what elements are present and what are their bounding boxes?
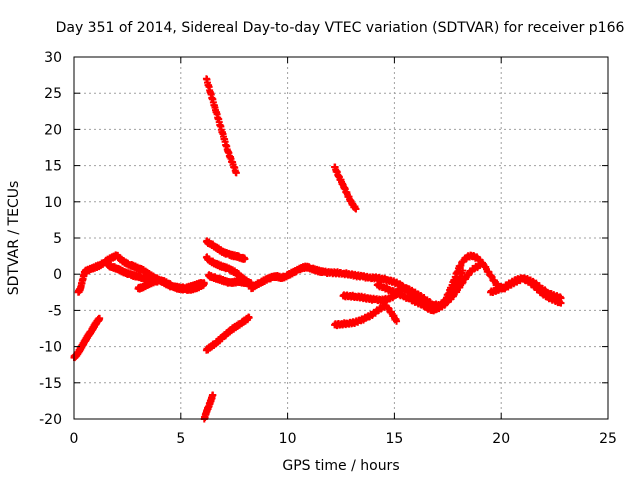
data-point xyxy=(245,314,253,322)
x-tick-label: 5 xyxy=(176,431,185,447)
data-point xyxy=(393,317,401,325)
y-axis-label: SDTVAR / TECUs xyxy=(6,181,22,296)
y-tick-label: 20 xyxy=(44,122,62,138)
data-point xyxy=(459,267,467,275)
series-arc-12 xyxy=(331,163,360,213)
y-tick-label: -10 xyxy=(39,340,62,356)
series-arc-15 xyxy=(373,261,484,314)
data-point xyxy=(96,314,104,322)
y-tick-label: 0 xyxy=(53,267,62,283)
y-tick-label: 25 xyxy=(44,86,62,102)
data-point xyxy=(476,262,484,270)
x-tick-label: 25 xyxy=(599,431,617,447)
series-arc-5 xyxy=(202,75,240,177)
data-point xyxy=(209,391,217,399)
y-tick-label: -20 xyxy=(39,412,62,428)
y-tick-label: 5 xyxy=(53,231,62,247)
grid-lines xyxy=(74,57,608,419)
x-tick-label: 0 xyxy=(70,431,79,447)
data-point xyxy=(352,205,360,213)
y-tick-label: 10 xyxy=(44,195,62,211)
series-arc-9 xyxy=(202,313,253,354)
series-arc-14 xyxy=(331,301,401,330)
y-tick-label: -5 xyxy=(48,303,62,319)
series-arc-16 xyxy=(487,274,565,307)
y-tick-label: -15 xyxy=(39,376,62,392)
axis-ticks: 0 5 10 15 20 25 -20 -15 -10 -5 0 5 10 15 20 25 30 xyxy=(39,50,617,447)
series-arc-13 xyxy=(339,267,467,310)
x-tick-label: 15 xyxy=(385,431,403,447)
x-axis-label: GPS time / hours xyxy=(282,458,399,474)
series-arc-4 xyxy=(134,276,208,294)
series-arc-3 xyxy=(104,261,159,286)
x-tick-label: 10 xyxy=(279,431,297,447)
series-arc-1 xyxy=(70,314,104,362)
chart-title: Day 351 of 2014, Sidereal Day-to-day VTE… xyxy=(56,20,625,36)
y-tick-label: 30 xyxy=(44,50,62,66)
x-tick-label: 20 xyxy=(492,431,510,447)
data-points xyxy=(70,75,565,423)
data-point xyxy=(232,169,240,177)
y-tick-label: 15 xyxy=(44,159,62,175)
data-point xyxy=(557,299,565,307)
series-arc-10 xyxy=(200,391,217,423)
data-point xyxy=(241,255,249,263)
series-arc-6 xyxy=(202,237,249,263)
data-point xyxy=(200,280,208,288)
series-arc-8 xyxy=(205,271,255,288)
